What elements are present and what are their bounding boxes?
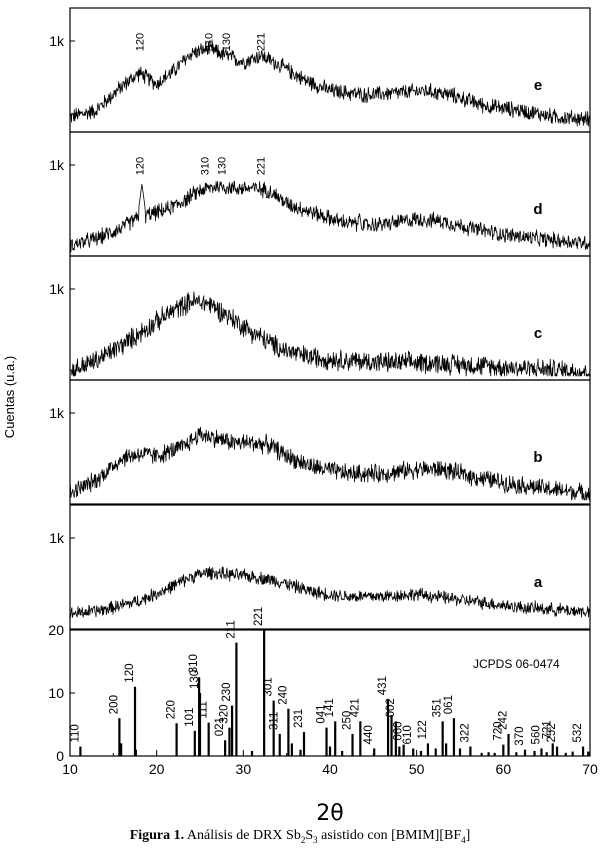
- ref-label-721-53: 721: [542, 720, 554, 739]
- ref-label-122-36: 122: [417, 720, 429, 739]
- caption-text-2: S: [305, 828, 314, 843]
- peak-label-d-120: 120: [134, 157, 146, 175]
- panel-letter-e: e: [534, 77, 542, 94]
- ref-label-021-10: 021: [214, 717, 226, 736]
- x-tick-label-70: 70: [582, 761, 598, 777]
- ref-label-002-31: 002: [385, 698, 397, 717]
- ref-label-110-0: 110: [69, 724, 81, 742]
- caption-sub-3: 4: [461, 834, 466, 845]
- ref-label-240-18: 240: [277, 686, 289, 705]
- jcpds-label: JCPDS 06-0474: [473, 657, 560, 671]
- panel-letter-d: d: [533, 201, 542, 218]
- y-tick-label-c: 1k: [49, 281, 65, 297]
- ref-label-111-9: 111: [198, 701, 210, 718]
- ref-label-221-15: 221: [253, 607, 265, 626]
- caption-sub-1: 2: [300, 834, 306, 845]
- x-tick-label-20: 20: [149, 761, 165, 777]
- ref-label-200-1: 200: [108, 695, 120, 714]
- peak-label-e-130: 130: [221, 33, 233, 51]
- ref-label-320-11: 320: [218, 704, 230, 723]
- ref-label-130-8: 130: [189, 670, 201, 689]
- panel-letter-b: b: [533, 449, 542, 466]
- x-tick-label-40: 40: [322, 761, 338, 777]
- ref-label-220-5: 220: [166, 700, 178, 719]
- y-axis-title: Cuentas (u.a.): [2, 356, 17, 438]
- xrd-pattern-a: [69, 566, 591, 618]
- caption-text-4: ]: [465, 828, 471, 843]
- ref-label-231-21: 231: [293, 709, 305, 728]
- x-tick-label-30: 30: [236, 761, 252, 777]
- ref-y-tick-label-0: 0: [56, 748, 64, 764]
- ref-label-211-13: 211: [225, 620, 237, 638]
- xrd-pattern-c: [69, 291, 591, 377]
- ref-label-370-49: 370: [514, 727, 526, 746]
- ref-label-061-40: 061: [443, 695, 455, 714]
- y-tick-label-e: 1k: [49, 33, 65, 49]
- peak-label-e-120: 120: [134, 33, 146, 51]
- panel-letter-a: a: [534, 574, 543, 591]
- x-tick-label-60: 60: [496, 761, 512, 777]
- xrd-pattern-b: [69, 426, 591, 501]
- x-tick-label-10: 10: [62, 761, 78, 777]
- panel-frame-b: [69, 379, 591, 505]
- y-tick-label-a: 1k: [49, 530, 65, 546]
- ref-label-311-17: 311: [269, 712, 281, 730]
- ref-label-242-47: 242: [498, 711, 510, 730]
- ref-label-301-16: 301: [263, 677, 275, 696]
- ref-label-041-22: 041: [316, 704, 328, 723]
- peak-label-e-221: 221: [256, 33, 268, 51]
- caption-label: Figura 1.: [129, 828, 185, 843]
- panel-frame-e: [69, 7, 591, 133]
- panel-frame-a: [69, 504, 591, 630]
- caption-text-1: Análisis de DRX Sb: [184, 828, 301, 843]
- xrd-pattern-d: [69, 180, 591, 253]
- ref-label-230-12: 230: [221, 682, 233, 701]
- ref-label-310-7: 310: [188, 654, 200, 673]
- ref-label-421-27: 421: [349, 698, 361, 717]
- figure-caption: Figura 1. Análisis de DRX Sb2S3 asistido…: [0, 828, 600, 845]
- x-axis-title: 2θ: [316, 801, 343, 826]
- ref-label-322-42: 322: [459, 723, 471, 742]
- x-tick-label-50: 50: [409, 761, 425, 777]
- ref-label-532-57: 532: [572, 723, 584, 742]
- ref-y-tick-label-20: 20: [48, 622, 64, 638]
- y-tick-label-d: 1k: [49, 157, 65, 173]
- ref-y-tick-label-10: 10: [48, 685, 64, 701]
- peak-label-d-310: 310: [199, 157, 211, 175]
- caption-text-3: asistido con [BMIM][BF: [317, 828, 462, 843]
- ref-label-440-28: 440: [363, 725, 375, 744]
- ref-label-252-54: 252: [546, 723, 558, 742]
- ref-label-610-34: 610: [402, 725, 414, 744]
- ref-label-720-46: 720: [492, 721, 504, 740]
- caption-sub-2: 3: [313, 834, 318, 845]
- ref-label-101-6: 101: [184, 708, 196, 727]
- xrd-pattern-e: [69, 40, 591, 127]
- ref-label-060-33: 060: [393, 721, 405, 740]
- peak-label-e-310: 310: [204, 33, 216, 51]
- y-tick-label-b: 1k: [49, 405, 65, 421]
- ref-label-560-51: 560: [530, 725, 542, 744]
- ref-label-351-38: 351: [432, 698, 444, 717]
- ref-label-120-3: 120: [124, 664, 136, 683]
- peak-label-d-130: 130: [217, 157, 229, 175]
- ref-label-431-29: 431: [377, 676, 389, 695]
- ref-label-250-26: 250: [342, 711, 354, 730]
- peak-label-d-221: 221: [256, 157, 268, 175]
- panel-letter-c: c: [534, 325, 542, 342]
- reference-frame: [69, 629, 591, 757]
- ref-label-141-24: 141: [324, 698, 336, 717]
